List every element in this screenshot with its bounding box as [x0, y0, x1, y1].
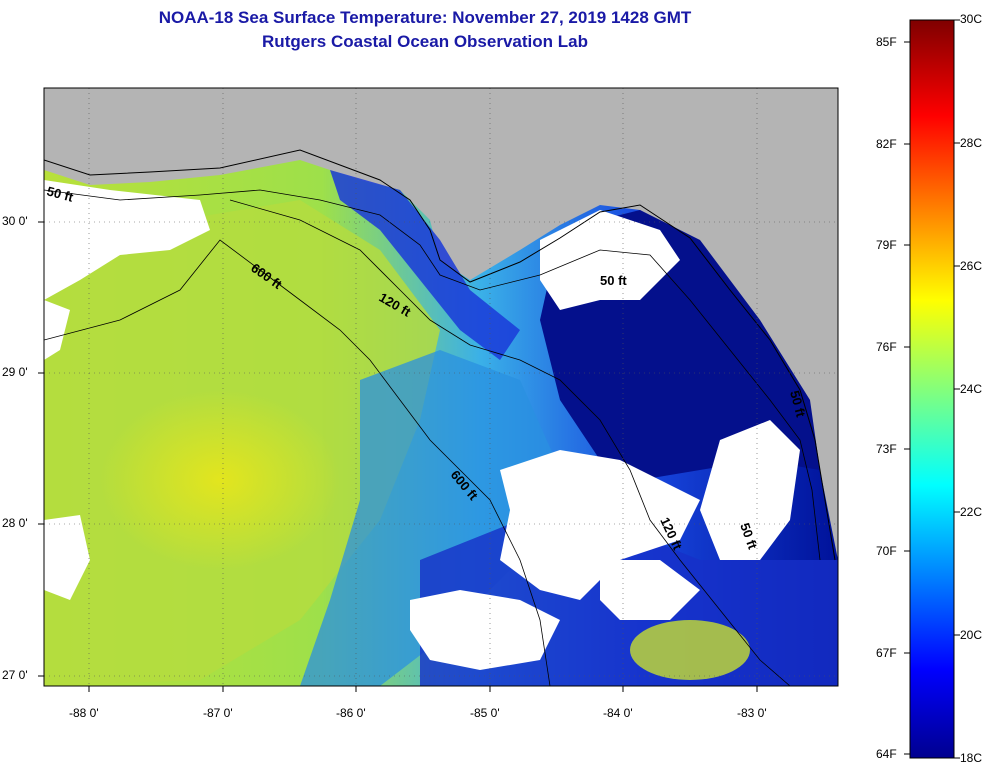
colorbar-f-label: 79F [876, 238, 897, 252]
colorbar-c-label: 22C [960, 505, 983, 519]
lon-label: -85 0' [470, 706, 500, 720]
lat-label: 30 0' [2, 214, 28, 228]
map-subtitle: Rutgers Coastal Ocean Observation Lab [262, 32, 588, 51]
lat-label: 27 0' [2, 668, 28, 682]
cloud-south [410, 590, 560, 670]
colorbar-c-label: 28C [960, 136, 983, 150]
coastline [44, 149, 836, 561]
colorbar-c-label: 24C [960, 382, 983, 396]
lon-label: -86 0' [336, 706, 366, 720]
colorbar-ticks [904, 19, 960, 759]
cloud-se [600, 560, 700, 620]
isobath-50ft [44, 189, 821, 561]
cold-nearshore [330, 170, 520, 360]
warm-core [100, 390, 340, 570]
colorbar-f-label: 73F [876, 442, 897, 456]
cloud-west-1 [44, 300, 70, 360]
lon-label: -87 0' [203, 706, 233, 720]
lat-label: 28 0' [2, 516, 28, 530]
colorbar-f-label: 82F [876, 137, 897, 151]
isobath-120ft [229, 199, 791, 686]
florida-land [640, 88, 838, 480]
lon-label: -83 0' [737, 706, 767, 720]
colorbar-f-label: 70F [876, 544, 897, 558]
axis-ticks [38, 221, 758, 692]
cloud-east [700, 420, 800, 560]
contour-label: 50 ft [45, 183, 75, 205]
colorbar-c-label: 30C [960, 12, 983, 26]
colorbar-c-label: 26C [960, 259, 983, 273]
map-frame [43, 87, 839, 687]
isobath-600ft [44, 239, 551, 686]
lon-label: -88 0' [69, 706, 99, 720]
mid-band [300, 350, 560, 686]
lon-label: -84 0' [603, 706, 633, 720]
colorbar-c-label: 18C [960, 751, 983, 765]
colorbar-f-label: 64F [876, 747, 897, 761]
cloud-nw [44, 180, 210, 300]
colorbar-f-label: 85F [876, 35, 897, 49]
contour-label: 50 ft [787, 389, 809, 419]
colorbar-f-label: 67F [876, 646, 897, 660]
colorbar-f-label: 76F [876, 340, 897, 354]
lat-label: 29 0' [2, 365, 28, 379]
cloud-bigbend [540, 210, 680, 310]
cloud-west-2 [44, 515, 90, 600]
colorbar [909, 19, 955, 759]
colorbar-c-label: 20C [960, 628, 983, 642]
cloud-central [500, 450, 700, 600]
map-title: NOAA-18 Sea Surface Temperature: Novembe… [158, 8, 692, 27]
warm-south-patch [630, 620, 750, 680]
contour-label: 50 ft [600, 273, 627, 288]
